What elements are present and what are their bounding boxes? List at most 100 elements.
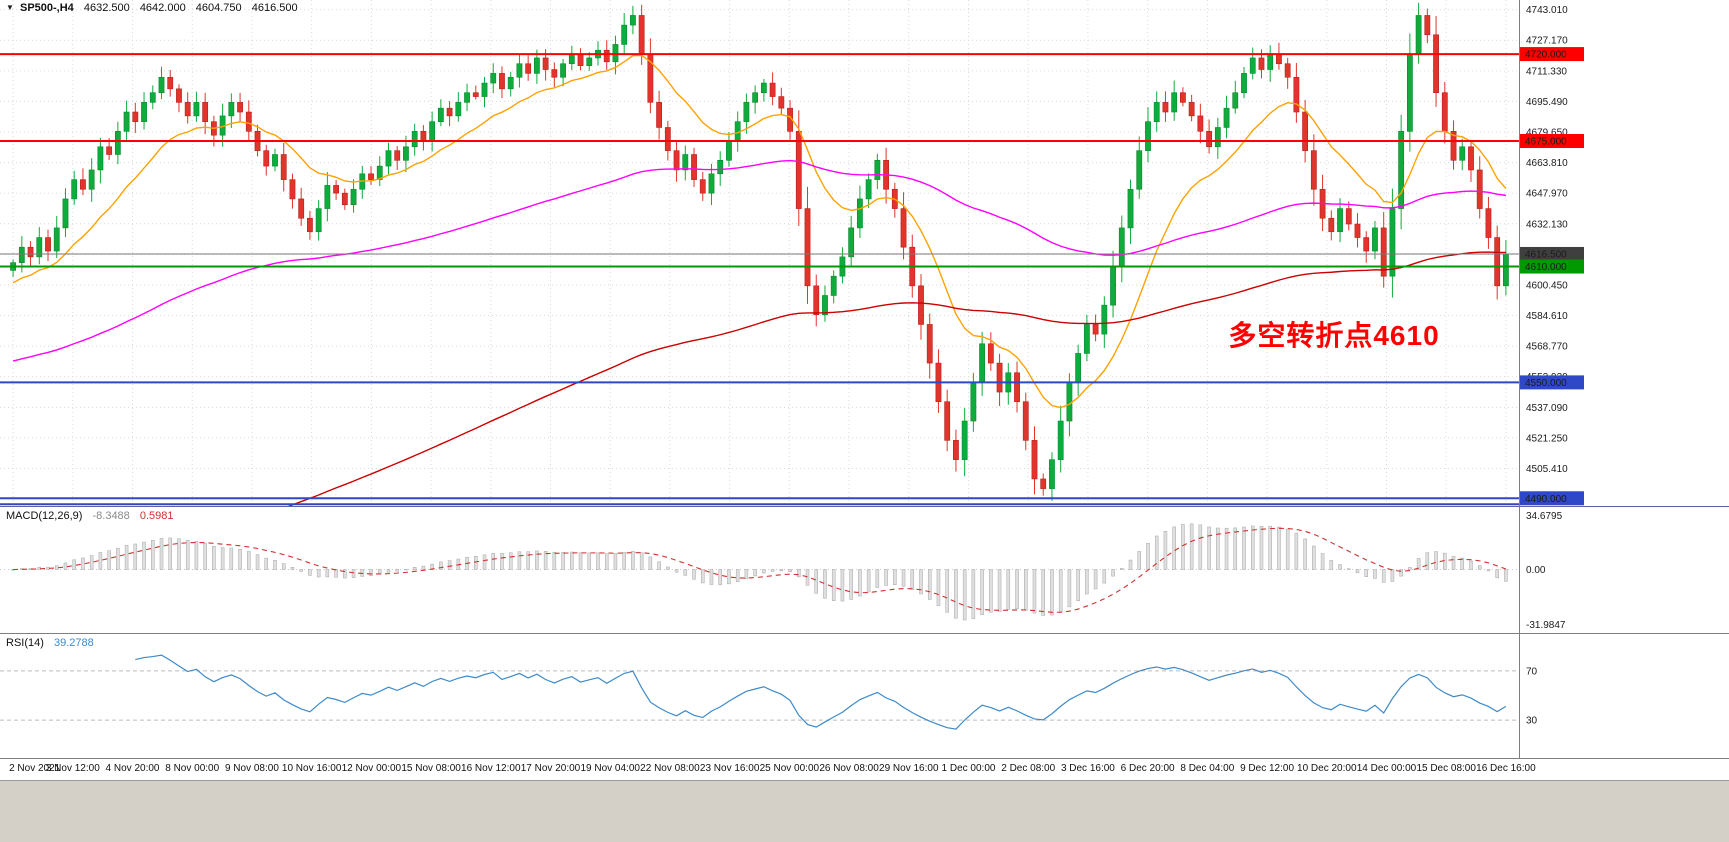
candle-body	[132, 111, 139, 122]
candle-body	[350, 188, 357, 206]
candle-body	[1118, 227, 1125, 267]
rsi-line	[135, 654, 1507, 730]
price-tick-label: 4679.650	[1526, 128, 1568, 139]
candle-body	[1206, 131, 1212, 148]
rsi-level-label: 70	[1526, 666, 1538, 677]
candle-body	[708, 173, 715, 194]
price-chart-plot[interactable]: ▼ SP500-,H4 4632.500 4642.000 4604.750 4…	[0, 0, 1519, 506]
time-label: 4 Nov 20:00	[105, 763, 160, 774]
candle-body	[167, 76, 174, 90]
candle-body	[307, 217, 313, 233]
candle-body	[1241, 73, 1247, 94]
candle-body	[865, 179, 872, 200]
candle-body	[1450, 131, 1457, 161]
macd-scale-bottom: -31.9847	[1526, 620, 1566, 631]
candle-body	[368, 173, 374, 180]
candle-body	[45, 237, 51, 252]
candle-body	[813, 285, 820, 316]
candle-body	[97, 146, 104, 171]
candle-body	[472, 92, 479, 97]
candle-body	[953, 440, 959, 460]
price-tick-label: 4600.450	[1526, 280, 1568, 291]
macd-scale-top: 34.6795	[1526, 511, 1563, 522]
rsi-value: 39.2788	[53, 637, 94, 649]
time-label: 3 Nov 12:00	[45, 763, 100, 774]
symbol-dropdown-icon[interactable]: ▼	[6, 3, 14, 12]
price-tick-label: 4711.330	[1526, 66, 1567, 77]
candle-body	[1468, 146, 1474, 171]
time-label: 9 Nov 08:00	[224, 763, 279, 774]
time-label: 15 Dec 08:00	[1416, 763, 1476, 774]
candle-body	[760, 82, 767, 94]
candle-body	[586, 57, 593, 66]
candle-body	[656, 102, 663, 128]
candle-body	[1232, 92, 1239, 109]
candle-body	[158, 76, 165, 94]
candle-body	[481, 82, 488, 97]
svg-text:4675.000: 4675.000	[1525, 136, 1567, 147]
candle-body	[752, 92, 759, 103]
macd-panel-row: MACD(12,26,9) -8.3488 0.5981 34.6795 0.00…	[0, 506, 1729, 633]
candle-body	[743, 102, 750, 122]
candle-body	[298, 198, 305, 219]
macd-value-main: -8.3488	[92, 510, 130, 522]
rsi-indicator-canvas[interactable]	[0, 634, 1519, 757]
candle-body	[1328, 217, 1335, 233]
candle-body	[1188, 102, 1195, 117]
price-axis-canvas: 4743.010 4727.170 4711.330 4695.490 4679.650…	[1520, 5, 1584, 506]
macd-scale-zero: 0.00	[1526, 565, 1546, 576]
candle-body	[1433, 34, 1439, 94]
candle-body	[62, 198, 69, 229]
price-tick-label: 4647.970	[1526, 189, 1568, 200]
candle-body	[525, 63, 532, 74]
candle-body	[411, 131, 418, 148]
time-axis[interactable]: 2 Nov 2021 3 Nov 12:00 4 Nov 20:00 8 Nov 00…	[0, 758, 1729, 780]
time-label: 2 Dec 08:00	[1001, 763, 1056, 774]
candle-body	[315, 208, 322, 233]
candle-body	[464, 92, 470, 103]
candlestick-chart-canvas[interactable]	[0, 0, 1519, 506]
candle-body	[245, 111, 252, 132]
candle-body	[324, 185, 331, 209]
candle-body	[1214, 127, 1221, 148]
rsi-level-label: 30	[1526, 716, 1538, 727]
macd-indicator-canvas[interactable]	[0, 507, 1519, 632]
candle-body	[53, 227, 60, 252]
candle-body	[429, 121, 436, 142]
macd-plot[interactable]: MACD(12,26,9) -8.3488 0.5981	[0, 507, 1519, 633]
candle-body	[970, 382, 977, 422]
price-badge: 4490.000	[1520, 491, 1584, 506]
candle-body	[1223, 107, 1230, 128]
candle-body	[1459, 146, 1466, 161]
candle-body	[1110, 266, 1116, 306]
candle-body	[341, 192, 348, 206]
candle-body	[490, 73, 497, 84]
rsi-plot[interactable]: RSI(14) 39.2788	[0, 634, 1519, 758]
time-label: 12 Nov 00:00	[341, 763, 402, 774]
candle-body	[1476, 169, 1483, 209]
time-label: 15 Nov 08:00	[401, 763, 461, 774]
candle-body	[80, 179, 86, 190]
svg-text:4550.000: 4550.000	[1525, 378, 1567, 389]
candle-body	[630, 15, 636, 26]
macd-axis[interactable]: 34.6795 0.00 -31.9847	[1519, 507, 1729, 633]
candle-body	[1083, 324, 1090, 354]
candle-body	[1092, 324, 1099, 335]
candle-body	[926, 324, 933, 364]
price-axis[interactable]: 4743.010 4727.170 4711.330 4695.490 4679.650…	[1519, 0, 1729, 506]
candle-body	[944, 401, 951, 441]
candle-body	[123, 111, 130, 132]
ohlc-open: 4632.500	[83, 2, 130, 14]
candle-body	[437, 107, 444, 122]
candle-body	[769, 82, 776, 97]
time-label: 16 Dec 16:00	[1476, 763, 1536, 774]
candle-body	[18, 246, 25, 263]
annotation-text: 多空转折点4610	[1228, 320, 1440, 351]
time-label: 2 Nov 2021	[9, 763, 61, 774]
candle-body	[114, 131, 121, 155]
price-tick-label: 4663.810	[1526, 158, 1568, 169]
time-label: 10 Nov 16:00	[281, 763, 342, 774]
rsi-axis[interactable]: 70 30	[1519, 634, 1729, 758]
macd-signal-line	[13, 527, 1507, 613]
